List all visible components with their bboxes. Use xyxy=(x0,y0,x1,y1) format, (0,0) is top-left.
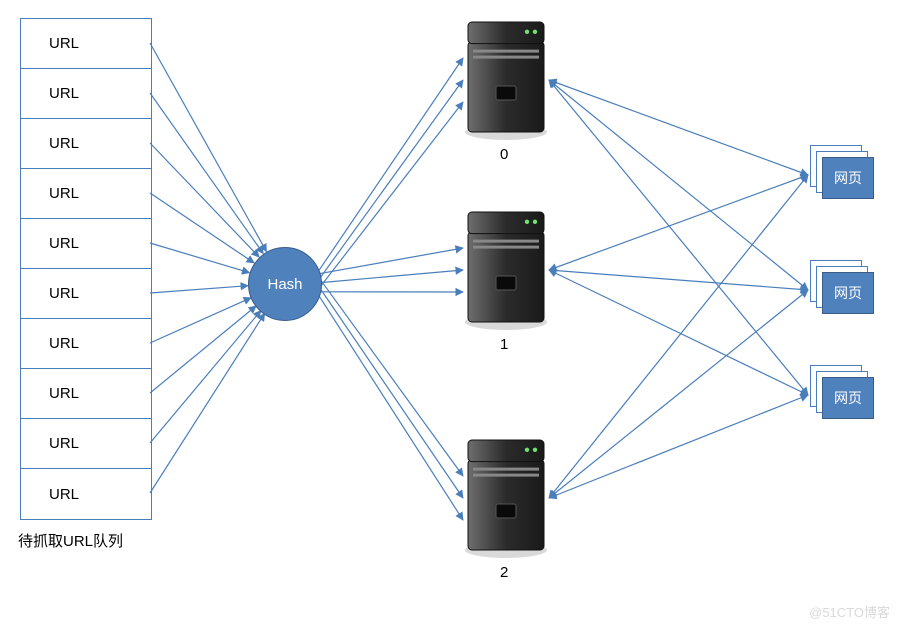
url-cell: URL xyxy=(21,369,151,419)
url-cell: URL xyxy=(21,19,151,69)
server-label: 0 xyxy=(500,146,508,163)
server-1 xyxy=(465,210,547,330)
hash-label: Hash xyxy=(267,276,302,293)
watermark: @51CTO博客 xyxy=(809,602,890,621)
server-label: 1 xyxy=(500,336,508,353)
webpage-stack: 网页 xyxy=(810,145,880,205)
url-cell: URL xyxy=(21,169,151,219)
server-2 xyxy=(465,438,547,558)
webpage-label: 网页 xyxy=(822,272,874,314)
hash-node: Hash xyxy=(248,247,322,321)
url-queue-caption: 待抓取URL队列 xyxy=(18,530,123,551)
url-cell: URL xyxy=(21,469,151,519)
url-cell: URL xyxy=(21,69,151,119)
webpage-stack: 网页 xyxy=(810,365,880,425)
webpage-label: 网页 xyxy=(822,377,874,419)
url-cell: URL xyxy=(21,269,151,319)
url-cell: URL xyxy=(21,319,151,369)
server-0 xyxy=(465,20,547,140)
server-label: 2 xyxy=(500,564,508,581)
url-cell: URL xyxy=(21,419,151,469)
url-cell: URL xyxy=(21,119,151,169)
url-queue: URLURLURLURLURLURLURLURLURLURL xyxy=(20,18,152,520)
webpage-label: 网页 xyxy=(822,157,874,199)
url-cell: URL xyxy=(21,219,151,269)
webpage-stack: 网页 xyxy=(810,260,880,320)
